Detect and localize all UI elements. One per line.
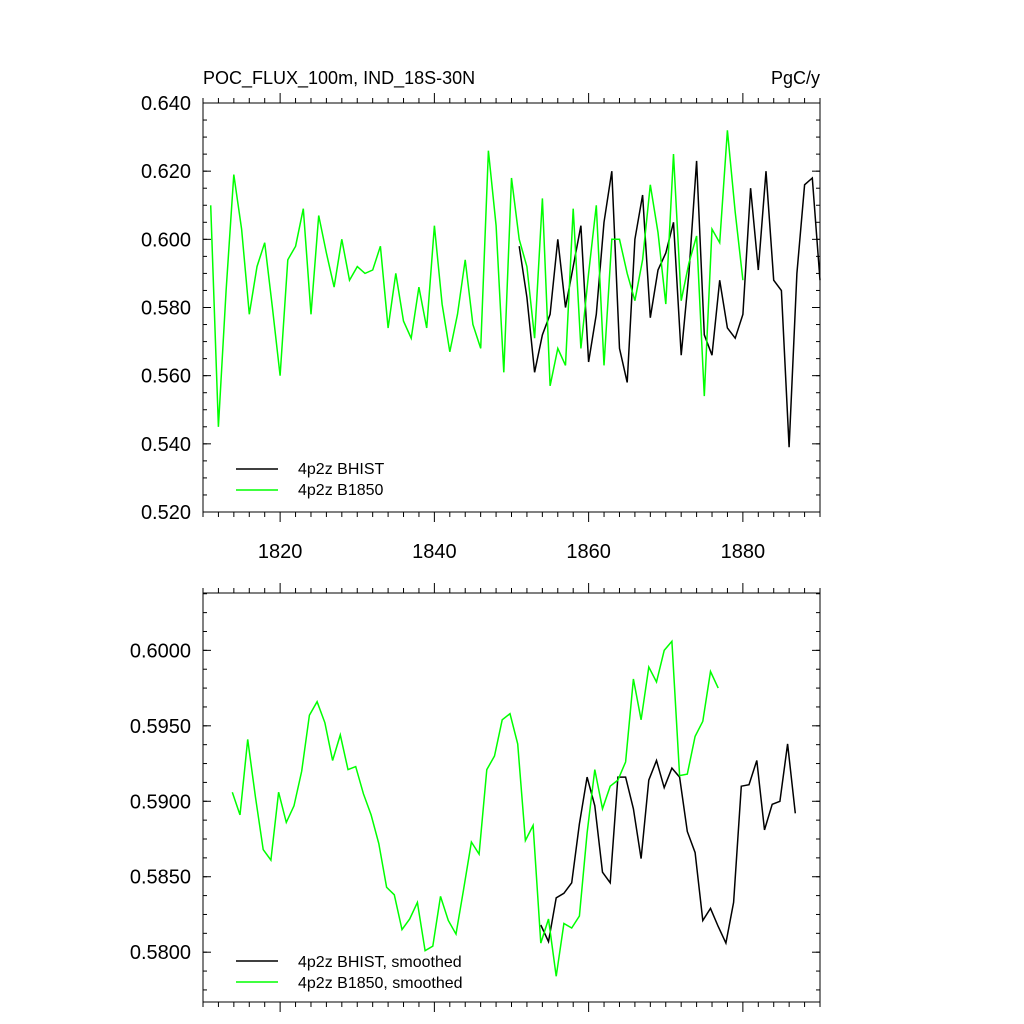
y-tick-label: 0.520: [141, 502, 191, 524]
y-tick-label: 0.5900: [130, 791, 191, 813]
x-tick-label: 1860: [566, 541, 611, 563]
y-tick-label: 0.600: [141, 229, 191, 251]
y-tick-label: 0.540: [141, 434, 191, 456]
x-tick-label: 1880: [721, 541, 766, 563]
series-line-0: [518, 160, 821, 448]
y-tick-label: 0.560: [141, 366, 191, 388]
series-line-1: [231, 639, 719, 977]
x-tick-label: 1840: [412, 541, 457, 563]
y-tick-label: 0.640: [141, 93, 191, 115]
series-line-0: [540, 743, 797, 946]
y-tick-label: 0.580: [141, 298, 191, 320]
x-tick-label: 1820: [258, 541, 303, 563]
y-tick-label: 0.5800: [130, 942, 191, 964]
top-plot-frame: [202, 102, 821, 513]
units-label: PgC/y: [771, 68, 820, 88]
y-tick-label: 0.620: [141, 161, 191, 183]
legend-label-bhist: 4p2z BHIST: [298, 461, 384, 478]
bottom-panel: 0.5800 0.5850 0.5900 0.5950 0.6000 4p2z BHIS…: [130, 583, 821, 1012]
top-panel: 0.520 0.540 0.560 0.580 0.600 0.620 0.640 1820 1…: [141, 93, 821, 563]
legend-label-bhist-smoothed: 4p2z BHIST, smoothed: [298, 954, 462, 971]
chart-title: POC_FLUX_100m, IND_18S-30N: [203, 68, 475, 89]
top-legend: 4p2z BHIST 4p2z B1850: [236, 461, 384, 499]
bottom-legend: 4p2z BHIST, smoothed 4p2z B1850, smoothe…: [236, 954, 463, 992]
series-line-1: [209, 130, 744, 427]
y-tick-label: 0.5850: [130, 867, 191, 889]
y-tick-label: 0.5950: [130, 716, 191, 738]
y-tick-label: 0.6000: [130, 640, 191, 662]
legend-label-b1850: 4p2z B1850: [298, 482, 384, 499]
legend-label-b1850-smoothed: 4p2z B1850, smoothed: [298, 975, 463, 992]
